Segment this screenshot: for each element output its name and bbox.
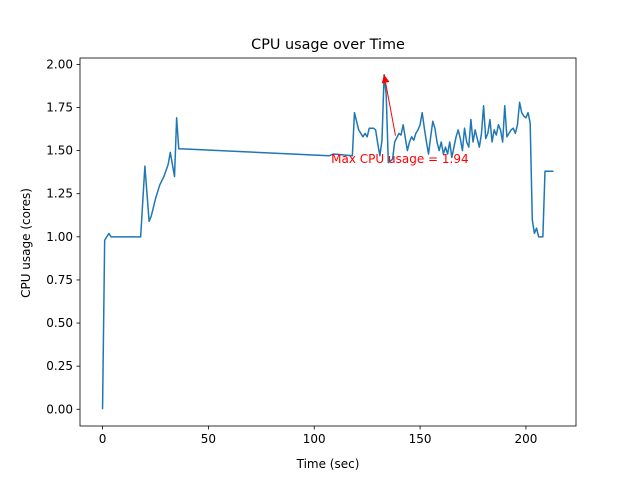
y-tick-label: 0.25 — [46, 359, 73, 373]
x-tick-label: 200 — [514, 432, 537, 446]
annotation-arrowhead — [381, 74, 390, 84]
y-tick-label: 1.75 — [46, 100, 73, 114]
y-tick-label: 0.75 — [46, 273, 73, 287]
series-line — [101, 73, 554, 410]
x-tick-label: 150 — [409, 432, 432, 446]
axes-frame — [79, 57, 577, 427]
y-tick-label: 2.00 — [46, 57, 73, 71]
y-axis-label: CPU usage (cores) — [19, 188, 33, 298]
y-tick-label: 0.50 — [46, 316, 73, 330]
x-tick-label: 0 — [99, 432, 107, 446]
y-tick-label: 1.25 — [46, 187, 73, 201]
x-tick-label: 50 — [201, 432, 216, 446]
y-tick-label: 1.00 — [46, 230, 73, 244]
chart-title: CPU usage over Time — [251, 37, 405, 53]
x-axis-label: Time (sec) — [296, 457, 360, 471]
annotation-arrow-shaft — [383, 74, 396, 136]
x-tick-label: 100 — [303, 432, 326, 446]
annotation-label: Max CPU usage = 1.94 — [331, 152, 468, 166]
y-tick-label: 1.50 — [46, 144, 73, 158]
y-tick-label: 0.00 — [46, 402, 73, 416]
plot-area: 0 50 100 150 200 0.00 0.25 0.50 0.75 1.00 1.25 1.50… — [46, 57, 577, 446]
